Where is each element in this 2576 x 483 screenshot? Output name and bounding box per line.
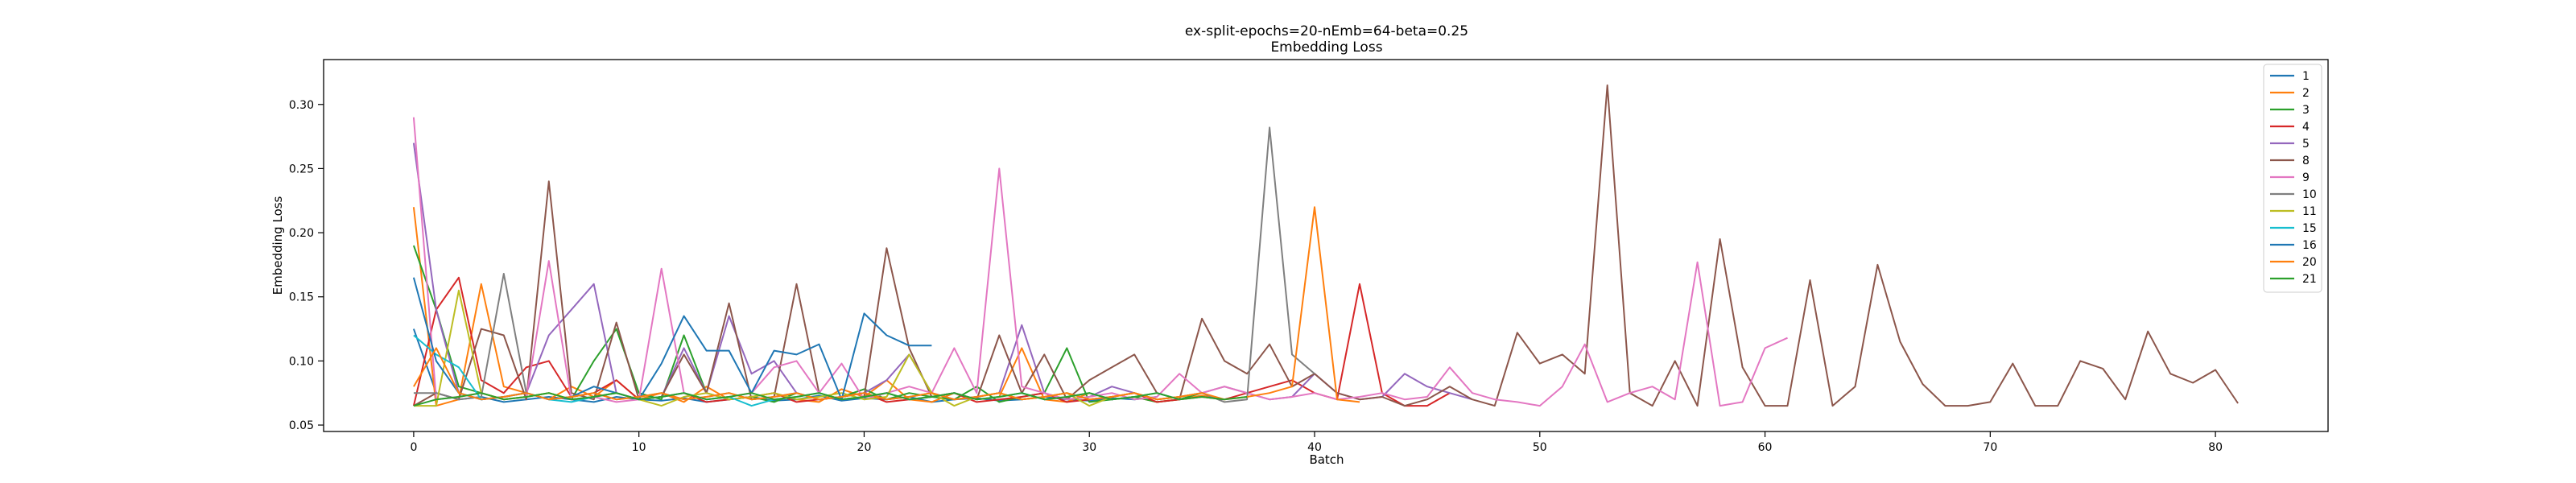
series-line-20	[413, 206, 1360, 403]
y-tick-label: 0.30	[289, 99, 314, 112]
legend-label: 20	[2302, 256, 2317, 269]
chart-subtitle: Embedding Loss	[1270, 39, 1382, 56]
series-line-9	[412, 117, 1788, 407]
legend-label: 11	[2302, 205, 2317, 218]
plot-lines	[412, 84, 2239, 407]
x-tick-label: 40	[1307, 441, 1322, 454]
x-axis-label: Batch	[1309, 452, 1344, 467]
legend-box	[2263, 64, 2322, 293]
series-line-21	[413, 392, 1248, 407]
x-tick-label: 70	[1983, 441, 1997, 454]
legend-label: 2	[2302, 87, 2310, 100]
x-tick-label: 80	[2208, 441, 2223, 454]
x-tick-label: 0	[410, 441, 417, 454]
legend-label: 10	[2302, 188, 2317, 201]
y-tick-label: 0.10	[289, 355, 314, 368]
x-tick-label: 30	[1082, 441, 1096, 454]
x-tick-label: 20	[857, 441, 872, 454]
legend-label: 5	[2302, 138, 2310, 151]
legend-label: 9	[2302, 171, 2310, 184]
series-line-8	[413, 84, 2239, 407]
legend-label: 4	[2302, 121, 2310, 134]
series-line-5	[412, 142, 1473, 401]
y-tick-label: 0.25	[289, 163, 314, 175]
legend-label: 8	[2302, 155, 2310, 167]
y-tick-label: 0.20	[289, 227, 314, 240]
legend-label: 1	[2302, 70, 2310, 83]
y-axis-label: Embedding Loss	[270, 196, 285, 295]
x-tick-label: 50	[1533, 441, 1547, 454]
y-axis: 0.05 0.10 0.15 0.20 0.25 0.30	[289, 99, 324, 432]
legend-label: 3	[2302, 104, 2310, 117]
chart-title: ex-split-epochs=20-nEmb=64-beta=0.25	[1185, 23, 1468, 39]
legend: 1 2 3 4 5 8 9 10 11 15 16 20 21	[2263, 64, 2322, 293]
legend-label: 16	[2302, 239, 2317, 252]
legend-label: 21	[2302, 273, 2317, 286]
plot-frame	[323, 59, 2329, 432]
y-tick-label: 0.15	[289, 291, 314, 304]
x-tick-label: 10	[632, 441, 646, 454]
x-axis: 0 10 20 30 40 50 60 70 80	[410, 431, 2223, 454]
legend-label: 15	[2302, 222, 2317, 235]
x-tick-label: 60	[1758, 441, 1773, 454]
y-tick-label: 0.05	[289, 419, 314, 432]
